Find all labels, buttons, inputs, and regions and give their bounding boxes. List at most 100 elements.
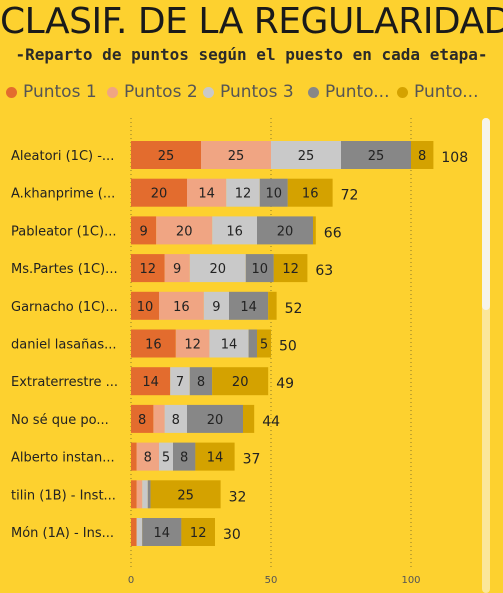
bar-segment	[341, 141, 411, 169]
bar-segment	[170, 367, 190, 396]
bar-segment	[212, 367, 269, 396]
bar-segment	[187, 404, 243, 433]
segment-value-label: 20	[151, 187, 168, 202]
segment-value-label: 14	[240, 300, 257, 315]
bar-segment	[142, 518, 182, 546]
bar-segment	[136, 480, 143, 509]
vertical-scrollbar[interactable]	[482, 118, 490, 593]
category-label: Alberto instan...	[11, 451, 115, 466]
total-value-label: 63	[315, 263, 333, 279]
segment-value-label: 10	[266, 187, 283, 202]
bar-segment	[257, 216, 313, 245]
segment-value-label: 5	[260, 338, 268, 353]
bar-segment	[195, 442, 235, 471]
bar-segment	[203, 291, 229, 320]
segment-value-label: 12	[190, 526, 207, 541]
category-label: Extraterrestre ...	[11, 375, 118, 390]
legend-item[interactable]: Punto...	[397, 80, 478, 104]
total-value-label: 49	[276, 376, 294, 392]
total-value-label: 50	[279, 339, 297, 355]
bar-segment	[147, 480, 151, 509]
bar-segment	[131, 480, 137, 509]
bar-segment	[248, 329, 257, 358]
segment-value-label: 9	[173, 262, 181, 277]
chart-subtitle: -Reparto de puntos según el puesto en ca…	[15, 45, 488, 64]
segment-value-label: 9	[212, 300, 220, 315]
category-label: tilin (1B) - Inst...	[11, 488, 116, 503]
segment-value-label: 25	[228, 149, 245, 164]
legend-item[interactable]: Punto...	[308, 80, 389, 104]
segment-value-label: 10	[252, 262, 269, 277]
segment-value-label: 8	[138, 413, 146, 428]
legend-label: Punto...	[325, 82, 390, 102]
total-value-label: 72	[341, 188, 359, 204]
legend-item[interactable]: Puntos 2	[107, 80, 198, 104]
segment-value-label: 16	[173, 300, 190, 315]
category-label: Aleatori (1C) -...	[11, 149, 114, 164]
category-label: daniel lasañas...	[11, 338, 117, 353]
segment-value-label: 20	[210, 262, 227, 277]
total-value-label: 44	[262, 414, 280, 430]
category-label: No sé que po...	[11, 413, 109, 428]
bar-segment	[131, 518, 137, 546]
bar-segment	[131, 141, 201, 169]
bar-segment	[257, 329, 271, 358]
segment-value-label: 20	[277, 224, 294, 239]
total-value-label: 52	[285, 301, 303, 317]
total-value-label: 108	[441, 150, 468, 166]
bar-segment	[150, 480, 221, 509]
segment-value-label: 7	[176, 375, 184, 390]
legend-label: Puntos 1	[23, 82, 97, 102]
segment-value-label: 25	[298, 149, 315, 164]
bar-segment	[181, 518, 215, 546]
bar-segment	[226, 178, 260, 207]
legend-marker	[6, 86, 17, 98]
segment-value-label: 12	[235, 187, 252, 202]
bar-segment	[142, 480, 148, 509]
chart-title: CLASIF. DE LA REGULARIDAD	[0, 1, 503, 42]
legend-marker	[397, 86, 408, 98]
bar-segment	[259, 178, 288, 207]
bar-segment	[173, 442, 196, 471]
bar-segment	[131, 216, 157, 245]
bar-segment	[212, 216, 257, 245]
segment-value-label: 8	[197, 375, 205, 390]
bar-segment	[271, 141, 341, 169]
bar-segment	[268, 291, 277, 320]
bar-segment	[201, 141, 271, 169]
bar-segment	[136, 518, 143, 546]
bar-segment	[164, 404, 187, 433]
total-value-label: 30	[223, 527, 241, 543]
legend-item[interactable]: Puntos 3	[203, 80, 294, 104]
x-tick-label: 50	[265, 575, 278, 586]
bar-segment	[175, 329, 210, 358]
bar-segment	[131, 329, 176, 358]
segment-value-label: 8	[418, 149, 426, 164]
bar-segment	[153, 404, 165, 433]
total-value-label: 66	[324, 225, 342, 241]
segment-value-label: 12	[140, 262, 157, 277]
legend-label: Puntos 2	[124, 82, 198, 102]
bar-segment	[131, 178, 187, 207]
legend-item[interactable]: Puntos 1	[6, 80, 97, 104]
segment-value-label: 5	[162, 451, 170, 466]
category-label: Garnacho (1C)...	[11, 300, 118, 315]
category-label: Pableator (1C)...	[11, 224, 116, 239]
bar-segment	[273, 254, 308, 283]
bar-segment	[189, 367, 213, 396]
bar-segment	[164, 254, 190, 283]
bar-segment	[131, 254, 165, 283]
segment-value-label: 12	[282, 262, 299, 277]
scrollbar-thumb[interactable]	[482, 118, 490, 310]
segment-value-label: 20	[176, 224, 193, 239]
bar-segment	[187, 178, 227, 207]
segment-value-label: 9	[139, 224, 147, 239]
bar-segment	[245, 254, 274, 283]
segment-value-label: 25	[158, 149, 175, 164]
bar-segment	[136, 442, 159, 471]
segment-value-label: 14	[198, 187, 215, 202]
segment-value-label: 8	[144, 451, 152, 466]
legend-marker	[203, 86, 214, 98]
legend-label: Punto...	[414, 82, 479, 102]
legend-label: Puntos 3	[220, 82, 294, 102]
